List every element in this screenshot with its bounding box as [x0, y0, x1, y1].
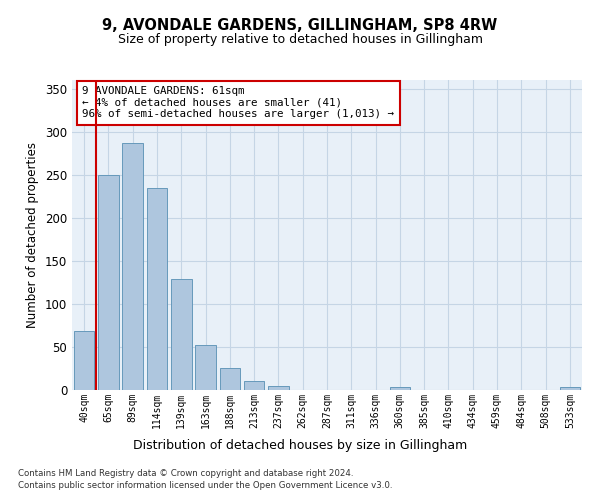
Bar: [74, 332, 94, 390]
Bar: [98, 174, 119, 390]
Text: 9, AVONDALE GARDENS, GILLINGHAM, SP8 4RW: 9, AVONDALE GARDENS, GILLINGHAM, SP8 4RW: [103, 18, 497, 32]
Bar: [195, 345, 216, 390]
Text: Size of property relative to detached houses in Gillingham: Size of property relative to detached ho…: [118, 32, 482, 46]
Bar: [220, 368, 240, 390]
Bar: [268, 386, 289, 390]
Bar: [171, 279, 191, 390]
Bar: [244, 382, 265, 390]
Text: 9 AVONDALE GARDENS: 61sqm
← 4% of detached houses are smaller (41)
96% of semi-d: 9 AVONDALE GARDENS: 61sqm ← 4% of detach…: [82, 86, 394, 120]
Bar: [560, 388, 580, 390]
Text: Contains HM Land Registry data © Crown copyright and database right 2024.: Contains HM Land Registry data © Crown c…: [18, 468, 353, 477]
Text: Distribution of detached houses by size in Gillingham: Distribution of detached houses by size …: [133, 438, 467, 452]
Y-axis label: Number of detached properties: Number of detached properties: [26, 142, 40, 328]
Bar: [122, 143, 143, 390]
Bar: [146, 188, 167, 390]
Text: Contains public sector information licensed under the Open Government Licence v3: Contains public sector information licen…: [18, 481, 392, 490]
Bar: [389, 388, 410, 390]
